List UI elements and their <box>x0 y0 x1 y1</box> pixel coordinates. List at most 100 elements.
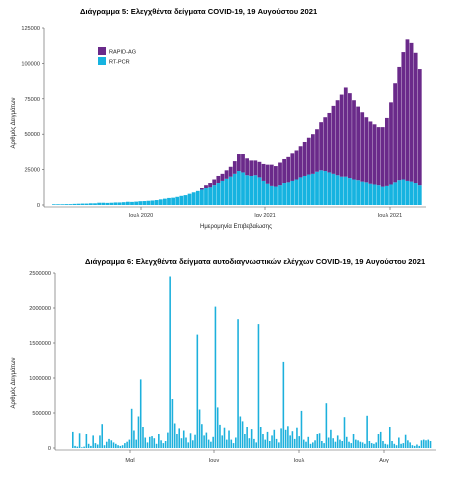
bar-self-test <box>339 439 341 448</box>
bar-self-test <box>413 445 416 448</box>
bar-self-test <box>355 439 357 448</box>
bar-rt-pcr <box>323 171 328 205</box>
bar-rapid-ag <box>380 127 385 187</box>
bar-self-test <box>142 427 144 448</box>
bar-self-test <box>302 439 305 448</box>
bar-self-test <box>422 439 425 448</box>
chart-5-y-tick-label: 100000 <box>21 61 40 67</box>
bar-rt-pcr <box>154 200 159 205</box>
bar-self-test <box>336 435 339 448</box>
bar-self-test <box>316 434 319 448</box>
bar-rt-pcr <box>393 182 397 205</box>
bar-self-test <box>257 324 260 448</box>
bar-self-test <box>196 334 199 448</box>
bar-rapid-ag <box>261 163 266 181</box>
bar-rapid-ag <box>208 183 212 188</box>
bar-self-test <box>223 427 226 448</box>
bar-rt-pcr <box>269 185 274 205</box>
chart-5-title: Διάγραμμα 5: Ελεγχθέντα δείγματα COVID-1… <box>80 7 318 16</box>
bar-self-test <box>158 434 160 448</box>
bar-rt-pcr <box>389 184 393 205</box>
bar-rapid-ag <box>319 122 323 171</box>
bar-self-test <box>416 444 418 448</box>
bar-self-test <box>221 435 224 448</box>
bar-rt-pcr <box>335 175 340 205</box>
bar-rt-pcr <box>339 176 344 205</box>
bar-self-test <box>124 443 126 448</box>
bar-self-test <box>74 445 76 448</box>
bar-self-test <box>307 436 310 448</box>
bar-rapid-ag <box>282 158 286 184</box>
bar-rapid-ag <box>298 146 303 178</box>
bar-self-test <box>318 433 321 448</box>
chart-6-x-tick-label: Ιουν <box>209 458 220 464</box>
bar-self-test <box>407 440 409 448</box>
bar-self-test <box>246 427 248 448</box>
bar-self-test <box>96 444 99 448</box>
chart-5-bars <box>52 39 422 205</box>
bar-rapid-ag <box>212 179 217 186</box>
bar-rt-pcr <box>241 172 245 205</box>
bar-rt-pcr <box>343 176 348 205</box>
bar-self-test <box>198 409 201 448</box>
bar-rt-pcr <box>191 192 196 205</box>
bar-self-test <box>248 438 251 448</box>
bar-rt-pcr <box>158 199 163 205</box>
bar-self-test <box>300 410 303 448</box>
bar-rapid-ag <box>274 166 278 187</box>
bar-rapid-ag <box>245 158 249 176</box>
chart-5: Διάγραμμα 5: Ελεγχθέντα δείγματα COVID-1… <box>10 7 426 230</box>
chart-5-axes: 0 25000 50000 75000 100000 125000 Ιουλ 2020 Ιαν… <box>21 26 426 219</box>
bar-self-test <box>375 442 377 448</box>
bar-rt-pcr <box>372 184 377 205</box>
bar-rt-pcr <box>413 183 418 205</box>
bar-rapid-ag <box>302 141 307 176</box>
bar-self-test <box>384 443 387 448</box>
bar-self-test <box>90 445 92 448</box>
bar-self-test <box>167 432 169 448</box>
chart-5-y-tick-label: 0 <box>37 203 40 209</box>
bar-rt-pcr <box>175 196 180 205</box>
bar-self-test <box>427 439 430 448</box>
bar-self-test <box>162 443 165 448</box>
bar-rapid-ag <box>376 127 381 186</box>
bar-rapid-ag <box>343 87 348 177</box>
bar-rt-pcr <box>84 203 89 205</box>
bar-rt-pcr <box>282 183 286 205</box>
chart-5-y-tick-label: 125000 <box>21 26 40 32</box>
bar-self-test <box>135 439 137 448</box>
bar-self-test <box>287 426 289 448</box>
bar-rt-pcr <box>163 198 167 205</box>
bar-self-test <box>262 434 264 448</box>
bar-rt-pcr <box>183 195 188 205</box>
bar-self-test <box>130 408 133 448</box>
bar-self-test <box>266 431 269 448</box>
bar-rt-pcr <box>249 175 254 205</box>
bar-rt-pcr <box>68 204 73 205</box>
bar-self-test <box>298 436 300 448</box>
bar-rt-pcr <box>368 183 373 205</box>
bar-rapid-ag <box>220 173 225 181</box>
bar-rt-pcr <box>364 182 369 205</box>
bar-rt-pcr <box>237 171 241 205</box>
bar-self-test <box>103 445 106 448</box>
bar-self-test <box>280 428 282 448</box>
bar-rt-pcr <box>64 204 69 205</box>
bar-self-test <box>144 437 147 448</box>
bar-rapid-ag <box>360 112 365 182</box>
bar-rapid-ag <box>327 112 332 173</box>
bar-rt-pcr <box>97 202 101 205</box>
bar-self-test <box>194 434 196 448</box>
bar-rt-pcr <box>298 177 303 205</box>
bar-rapid-ag <box>393 83 397 183</box>
bar-rapid-ag <box>224 170 229 179</box>
bar-self-test <box>108 438 110 448</box>
bar-self-test <box>352 434 355 448</box>
bar-self-test <box>284 429 287 448</box>
chart-6-y-tick-label: 1500000 <box>29 341 51 347</box>
bar-self-test <box>232 443 235 448</box>
legend-label-rt-pcr: RT-PCR <box>109 60 130 66</box>
bar-self-test <box>429 441 432 448</box>
bar-self-test <box>321 441 323 448</box>
